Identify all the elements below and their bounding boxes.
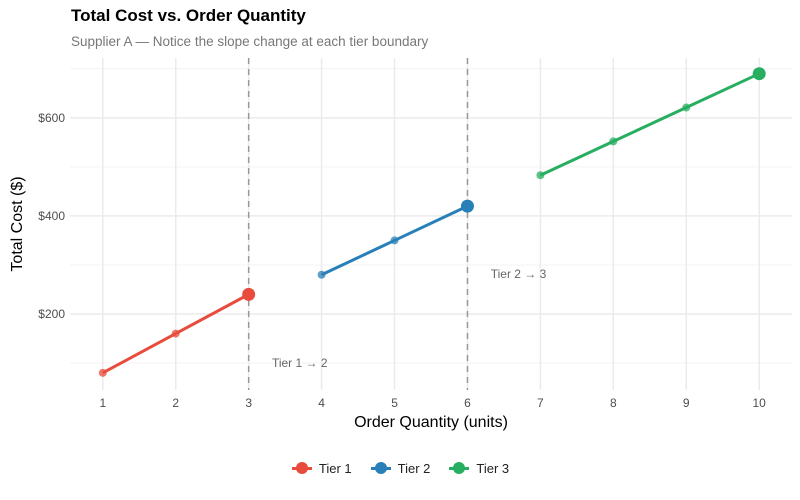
data-point xyxy=(171,329,180,338)
legend-label: Tier 2 xyxy=(397,460,431,476)
legend-item: Tier 1 xyxy=(291,460,352,476)
annotation: Tier 1 → 2 xyxy=(272,356,328,370)
x-tick-label: 8 xyxy=(610,396,617,410)
series-line-tier-3 xyxy=(539,72,760,177)
x-tick-label: 2 xyxy=(172,396,179,410)
x-tick-label: 1 xyxy=(99,396,106,410)
x-tick-label: 9 xyxy=(683,396,690,410)
x-tick-label: 7 xyxy=(537,396,544,410)
x-tick-label: 10 xyxy=(753,396,767,410)
data-point xyxy=(242,287,256,301)
data-point xyxy=(752,67,766,81)
y-tick-label: $600 xyxy=(38,111,65,125)
legend-key-icon xyxy=(291,460,313,476)
chart-subtitle: Supplier A — Notice the slope change at … xyxy=(71,34,429,49)
x-tick-label: 3 xyxy=(245,396,252,410)
legend-label: Tier 3 xyxy=(476,460,510,476)
legend-key-icon xyxy=(448,460,470,476)
data-point xyxy=(317,270,326,279)
data-point xyxy=(609,137,618,146)
chart-title: Total Cost vs. Order Quantity xyxy=(71,6,306,25)
x-tick-label: 6 xyxy=(464,396,471,410)
data-point xyxy=(98,368,107,377)
legend-label: Tier 1 xyxy=(318,460,352,476)
legend-item: Tier 3 xyxy=(448,460,509,476)
legend-item: Tier 2 xyxy=(370,460,431,476)
data-point xyxy=(682,103,691,112)
data-point xyxy=(390,236,399,245)
y-axis-title: Total Cost ($) xyxy=(9,176,26,271)
x-tick-label: 4 xyxy=(318,396,325,410)
x-axis-title: Order Quantity (units) xyxy=(354,414,508,431)
x-tick-label: 5 xyxy=(391,396,398,410)
annotation: Tier 2 → 3 xyxy=(491,267,547,281)
data-point xyxy=(536,171,545,180)
y-tick-label: $400 xyxy=(38,209,65,223)
y-tick-label: $200 xyxy=(38,307,65,321)
legend: Tier 1 Tier 2 Tier 3 xyxy=(0,460,800,476)
data-point xyxy=(460,199,474,213)
legend-key-icon xyxy=(370,460,392,476)
